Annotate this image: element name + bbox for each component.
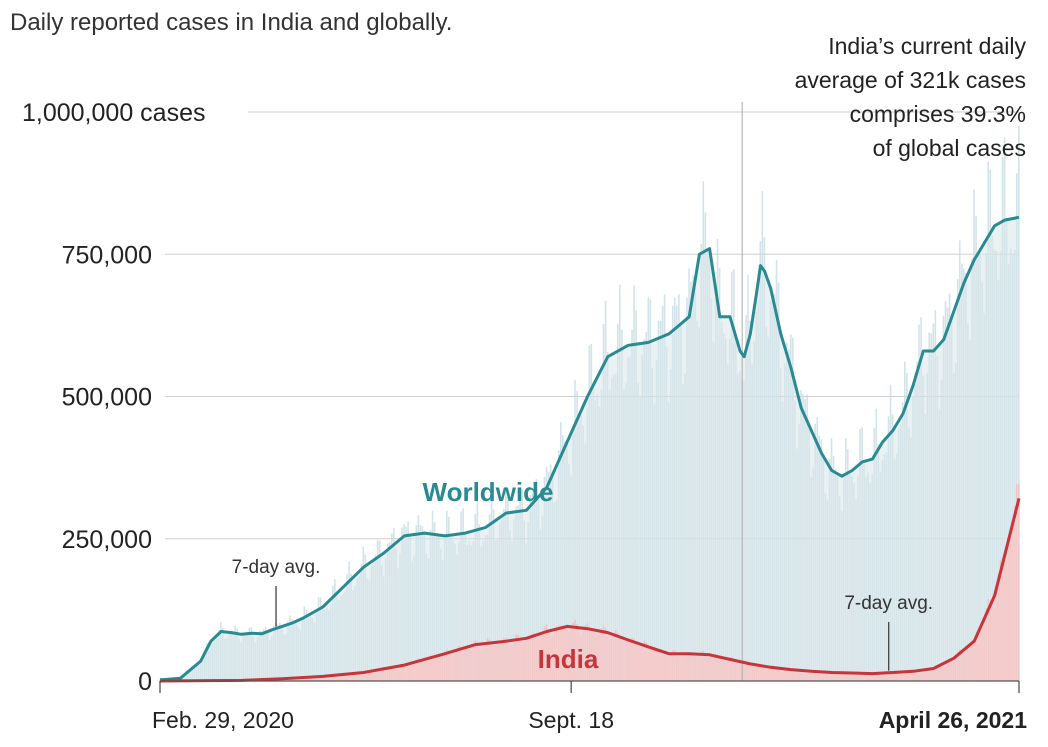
worldwide-avg-annotation: 7-day avg. <box>232 557 321 578</box>
worldwide-area <box>160 217 1019 682</box>
y-tick-label: 1,000,000 cases <box>22 99 205 127</box>
india-series-label: India <box>538 644 599 674</box>
callout-line-2: average of 321k cases <box>795 67 1026 93</box>
india-avg-annotation: 7-day avg. <box>844 593 933 614</box>
y-tick-label: 750,000 <box>62 241 152 269</box>
callout-line-4: of global cases <box>873 135 1026 161</box>
chart-title: Daily reported cases in India and global… <box>10 9 452 36</box>
y-axis: 0 250,000 500,000 750,000 1,000,000 cases <box>22 99 205 696</box>
india-area <box>160 498 1019 681</box>
callout-line-3: comprises 39.3% <box>850 101 1026 127</box>
y-tick-label: 250,000 <box>62 526 152 554</box>
x-tick-label: April 26, 2021 <box>879 707 1028 733</box>
worldwide-daily-bar <box>158 679 161 681</box>
callout-line-1: India’s current daily <box>828 33 1026 59</box>
y-tick-label: 500,000 <box>62 384 152 412</box>
x-axis: Feb. 29, 2020 Sept. 18 April 26, 2021 <box>152 681 1027 733</box>
india-7day-line <box>159 498 1021 683</box>
india-share-callout: India’s current daily average of 321k ca… <box>795 33 1027 161</box>
worldwide-7day-line <box>159 215 1020 682</box>
x-tick-label: Sept. 18 <box>528 707 614 733</box>
x-tick-label: Feb. 29, 2020 <box>152 707 294 733</box>
worldwide-series-label: Worldwide <box>423 477 554 507</box>
y-tick-label: 0 <box>138 668 152 696</box>
